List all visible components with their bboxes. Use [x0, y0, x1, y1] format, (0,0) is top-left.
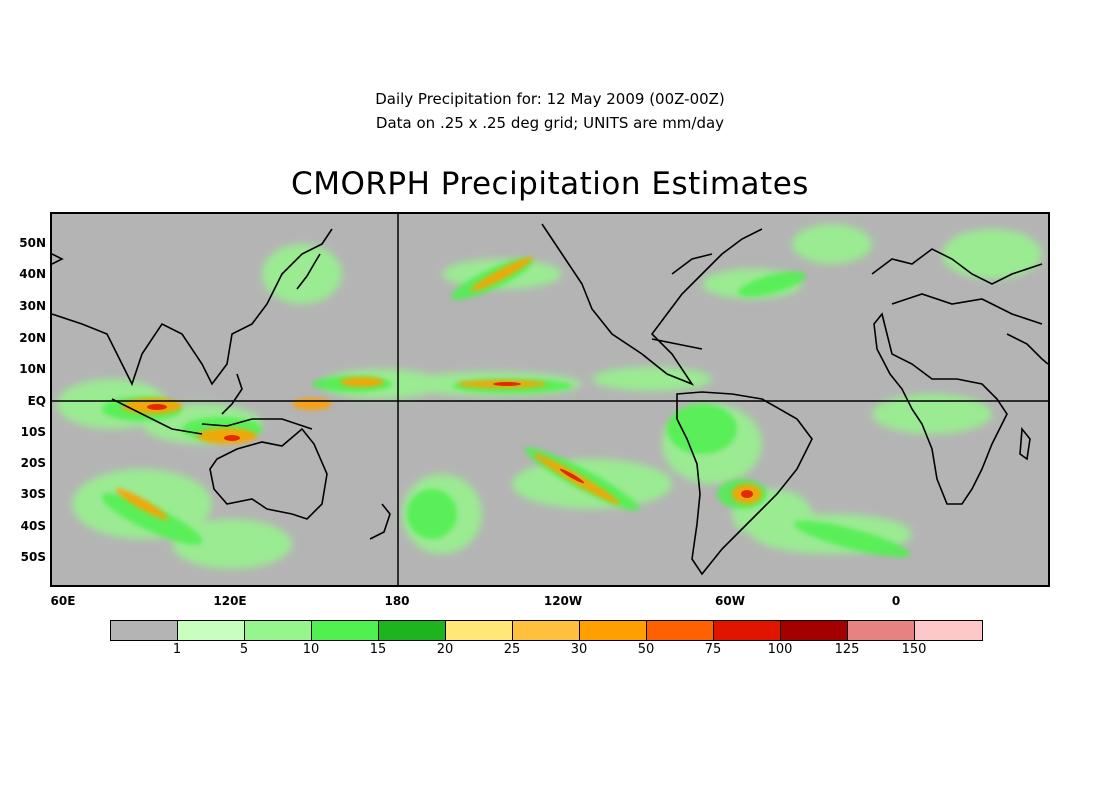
lat-label: 20S	[20, 456, 46, 470]
legend-label: 125	[834, 642, 860, 657]
legend-swatch	[580, 621, 647, 640]
coastlines	[52, 223, 1048, 576]
lat-label: 40N	[19, 267, 46, 281]
legend-swatch	[647, 621, 714, 640]
legend-swatch	[379, 621, 446, 640]
lat-label: 20N	[19, 331, 46, 345]
legend-label: 25	[503, 642, 521, 657]
legend-label: 1	[172, 642, 182, 657]
legend-label: 10	[302, 642, 320, 657]
lon-label: 0	[891, 594, 901, 608]
legend-swatch	[446, 621, 513, 640]
lat-label: 10S	[20, 425, 46, 439]
legend-label: 20	[436, 642, 454, 657]
legend-label: 100	[767, 642, 793, 657]
legend-swatch	[111, 621, 178, 640]
lat-label: EQ	[27, 394, 46, 408]
map-title: CMORPH Precipitation Estimates	[291, 166, 809, 202]
legend-swatch	[781, 621, 848, 640]
legend-label: 75	[704, 642, 722, 657]
lat-label: 40S	[20, 519, 46, 533]
legend-label: 15	[369, 642, 387, 657]
legend-swatch	[245, 621, 312, 640]
lat-label: 10N	[19, 362, 46, 376]
legend-swatch	[915, 621, 982, 640]
legend-label: 150	[901, 642, 927, 657]
legend-swatch	[513, 621, 580, 640]
legend-label: 30	[570, 642, 588, 657]
subtitle-grid-units: Data on .25 x .25 deg grid; UNITS are mm…	[375, 114, 725, 132]
lon-label: 60E	[50, 594, 76, 608]
legend-label: 50	[637, 642, 655, 657]
lon-label: 120E	[213, 594, 247, 608]
lon-label: 60W	[715, 594, 745, 608]
legend-swatch	[714, 621, 781, 640]
precip-map	[50, 212, 1050, 587]
legend-swatch	[312, 621, 379, 640]
lon-label: 180	[384, 594, 410, 608]
legend-label: 5	[239, 642, 249, 657]
lat-label: 50N	[19, 236, 46, 250]
lon-label: 120W	[543, 594, 583, 608]
lat-label: 30S	[20, 487, 46, 501]
legend-swatch	[848, 621, 915, 640]
lat-label: 30N	[19, 299, 46, 313]
color-legend	[110, 620, 983, 641]
precip-map-canvas	[52, 214, 1048, 585]
lat-label: 50S	[20, 550, 46, 564]
subtitle-date: Daily Precipitation for: 12 May 2009 (00…	[375, 90, 725, 108]
precip-field	[57, 224, 1042, 569]
legend-swatch	[178, 621, 245, 640]
